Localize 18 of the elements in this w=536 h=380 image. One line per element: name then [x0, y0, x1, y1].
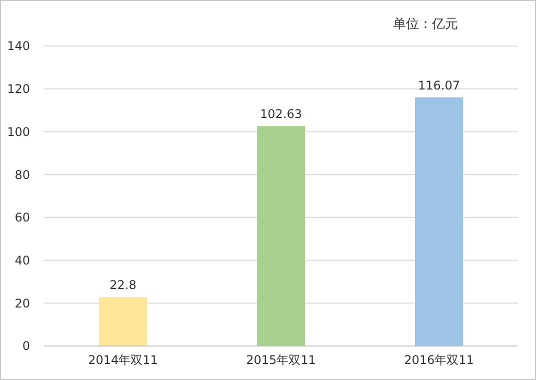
y-tick-label: 60 [14, 210, 30, 225]
y-tick-label: 40 [14, 253, 30, 268]
x-tick-label: 2016年双11 [404, 353, 474, 367]
y-tick-label: 80 [14, 168, 30, 182]
bar [415, 97, 463, 346]
data-label: 22.8 [110, 278, 136, 292]
y-tick-label: 100 [7, 124, 30, 139]
y-tick-label: 140 [7, 39, 30, 54]
x-tick-label: 2014年双11 [88, 353, 158, 367]
bar [257, 126, 305, 346]
y-tick-label: 0 [22, 339, 30, 354]
y-tick-label: 20 [14, 296, 30, 310]
text: 单位：亿元 [393, 17, 458, 32]
x-tick-label: 2015年双11 [246, 353, 316, 367]
data-label: 116.07 [418, 78, 460, 92]
bar [99, 297, 147, 346]
y-tick-label: 120 [7, 82, 30, 96]
data-label: 102.63 [260, 107, 302, 122]
